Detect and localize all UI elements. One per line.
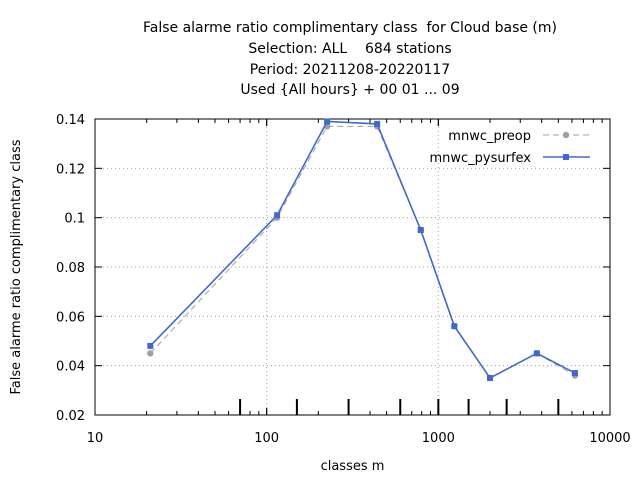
data-point <box>533 350 540 357</box>
data-point <box>417 227 424 233</box>
title-line-1: False alarme ratio complimentary class f… <box>142 20 557 36</box>
y-tick-label: 0.14 <box>56 113 85 128</box>
x-tick-label: 10 <box>87 431 104 446</box>
y-axis-label: False alarme ratio complimentary class <box>9 139 24 394</box>
data-point <box>147 350 154 357</box>
y-tick-label: 0.06 <box>56 310 85 325</box>
y-tick-labels: 0.02 0.04 0.06 0.08 0.1 0.12 0.14 <box>56 113 85 424</box>
data-point <box>374 120 381 127</box>
title-line-2: Selection: ALL 684 stations <box>248 41 452 57</box>
legend-swatch-marker <box>563 154 569 160</box>
x-tick-label: 100 <box>254 431 279 446</box>
series-mnwc_pysurfex <box>147 118 578 381</box>
series-group <box>147 118 579 382</box>
data-point <box>274 212 281 219</box>
legend-label: mnwc_pysurfex <box>429 151 531 166</box>
legend-swatch-marker <box>562 131 570 139</box>
axis-ticks <box>94 118 611 416</box>
legend-label: mnwc_preop <box>448 129 531 144</box>
x-tick-label: 1000 <box>422 431 455 446</box>
y-tick-label: 0.12 <box>56 162 85 177</box>
title-line-4: Used {All hours} + 00 01 ... 09 <box>240 82 460 98</box>
data-point <box>487 375 494 381</box>
x-tick-label: 10000 <box>589 431 630 446</box>
y-tick-label: 0.04 <box>56 360 85 375</box>
y-tick-label: 0.1 <box>64 212 85 227</box>
y-tick-label: 0.08 <box>56 261 85 276</box>
x-axis-label: classes m <box>321 459 385 474</box>
data-point <box>451 323 458 330</box>
class-limit-marks <box>239 399 560 415</box>
legend: mnwc_preop mnwc_pysurfex <box>429 129 590 166</box>
data-point <box>324 118 331 125</box>
data-point <box>571 370 578 377</box>
grid-lines <box>95 119 610 415</box>
title-line-3: Period: 20211208-20220117 <box>249 62 451 78</box>
x-tick-labels: 10 100 1000 10000 <box>87 431 631 446</box>
y-tick-label: 0.02 <box>56 409 85 424</box>
plot-frame <box>94 118 611 416</box>
data-point <box>147 342 154 349</box>
